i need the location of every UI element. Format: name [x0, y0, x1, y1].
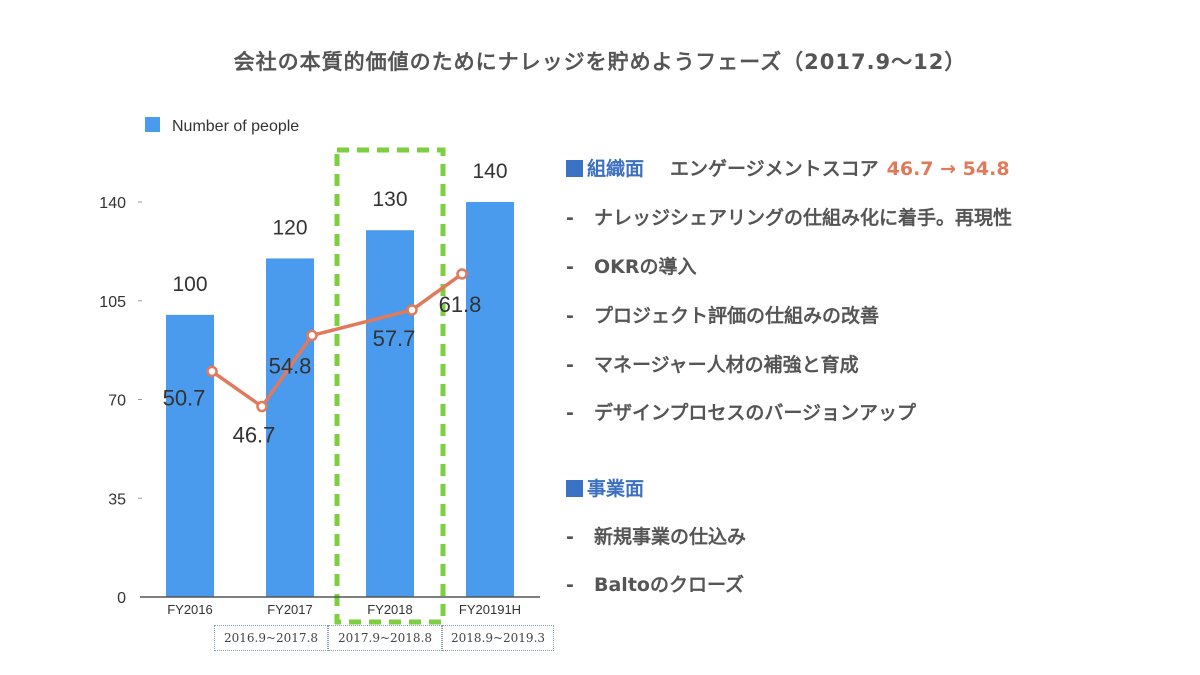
x-tick-label: FY2018 — [367, 602, 413, 617]
y-tick-label: 140 — [99, 195, 126, 212]
square-bullet-icon — [566, 160, 583, 177]
x-tick-label: FY2016 — [167, 602, 213, 617]
period-label-fy2018: 2017.9~2018.8 — [328, 625, 442, 651]
list-item: - デザインプロセスのバージョンアップ — [566, 398, 916, 425]
dash-bullet: - — [566, 256, 574, 278]
list-item-text: Baltoのクローズ — [594, 574, 745, 596]
bar-value-label: 120 — [272, 216, 307, 239]
bar-value-label: 100 — [172, 273, 207, 296]
dash-bullet: - — [566, 402, 574, 424]
engagement-value-label: 46.7 — [233, 423, 276, 448]
dash-bullet: - — [566, 354, 574, 376]
engagement-point — [256, 400, 268, 413]
y-tick-label: 105 — [99, 294, 126, 311]
bar — [166, 314, 214, 597]
bar — [266, 258, 314, 597]
engagement-score-label: エンゲージメントスコア — [670, 158, 879, 180]
section-business-heading: 事業面 — [566, 474, 644, 501]
bar — [466, 202, 514, 597]
section-heading-label: 事業面 — [587, 478, 645, 500]
engagement-value-label: 57.7 — [373, 326, 416, 351]
dash-bullet: - — [566, 574, 574, 596]
list-item-text: デザインプロセスのバージョンアップ — [594, 402, 917, 424]
list-item-text: プロジェクト評価の仕組みの改善 — [594, 305, 880, 327]
legend-label: Number of people — [172, 118, 299, 135]
page-title: 会社の本質的価値のためにナレッジを貯めようフェーズ（2017.9〜12） — [233, 50, 967, 74]
list-item: - マネージャー人材の補強と育成 — [566, 350, 859, 377]
bar — [366, 230, 414, 597]
engagement-score-value: 46.7 → 54.8 — [886, 158, 1010, 180]
bar-value-label: 140 — [472, 160, 507, 183]
engagement-value-label: 61.8 — [439, 292, 482, 317]
y-tick-label: 70 — [108, 393, 126, 410]
dash-bullet: - — [566, 305, 574, 327]
list-item: - ナレッジシェアリングの仕組み化に着手。再現性 — [566, 203, 1012, 230]
legend-swatch — [145, 117, 160, 132]
period-label-fy2019: 2018.9~2019.3 — [442, 625, 554, 651]
list-item-text: マネージャー人材の補強と育成 — [594, 354, 859, 376]
engagement-point — [206, 365, 218, 378]
dash-bullet: - — [566, 526, 574, 548]
y-tick-label: 0 — [117, 590, 126, 607]
engagement-value-label: 54.8 — [269, 353, 312, 378]
chart: 0 35 70 105 140 Number of people 100 120 130 140 F… — [99, 117, 540, 625]
y-tick-label: 35 — [108, 491, 126, 508]
list-item-text: OKRの導入 — [594, 256, 697, 278]
engagement-point — [456, 268, 468, 280]
section-organization-heading: 組織面 エンゲージメントスコア 46.7 → 54.8 — [566, 154, 1010, 181]
section-heading-label: 組織面 — [587, 158, 645, 180]
list-item: - Baltoのクローズ — [566, 570, 744, 597]
list-item-text: ナレッジシェアリングの仕組み化に着手。再現性 — [594, 207, 1013, 229]
engagement-point — [306, 329, 318, 342]
engagement-point — [406, 304, 418, 316]
list-item: - 新規事業の仕込み — [566, 522, 746, 549]
dash-bullet: - — [566, 207, 574, 229]
period-label-fy2017: 2016.9~2017.8 — [214, 625, 328, 651]
list-item: - OKRの導入 — [566, 252, 697, 279]
list-item: - プロジェクト評価の仕組みの改善 — [566, 301, 879, 328]
highlight-box — [334, 147, 446, 625]
x-tick-label: FY2017 — [267, 602, 313, 617]
x-tick-label: FY20191H — [459, 602, 521, 617]
square-bullet-icon — [566, 480, 583, 497]
engagement-value-label: 50.7 — [163, 385, 206, 410]
list-item-text: 新規事業の仕込み — [594, 526, 747, 548]
bar-value-label: 130 — [372, 188, 407, 211]
